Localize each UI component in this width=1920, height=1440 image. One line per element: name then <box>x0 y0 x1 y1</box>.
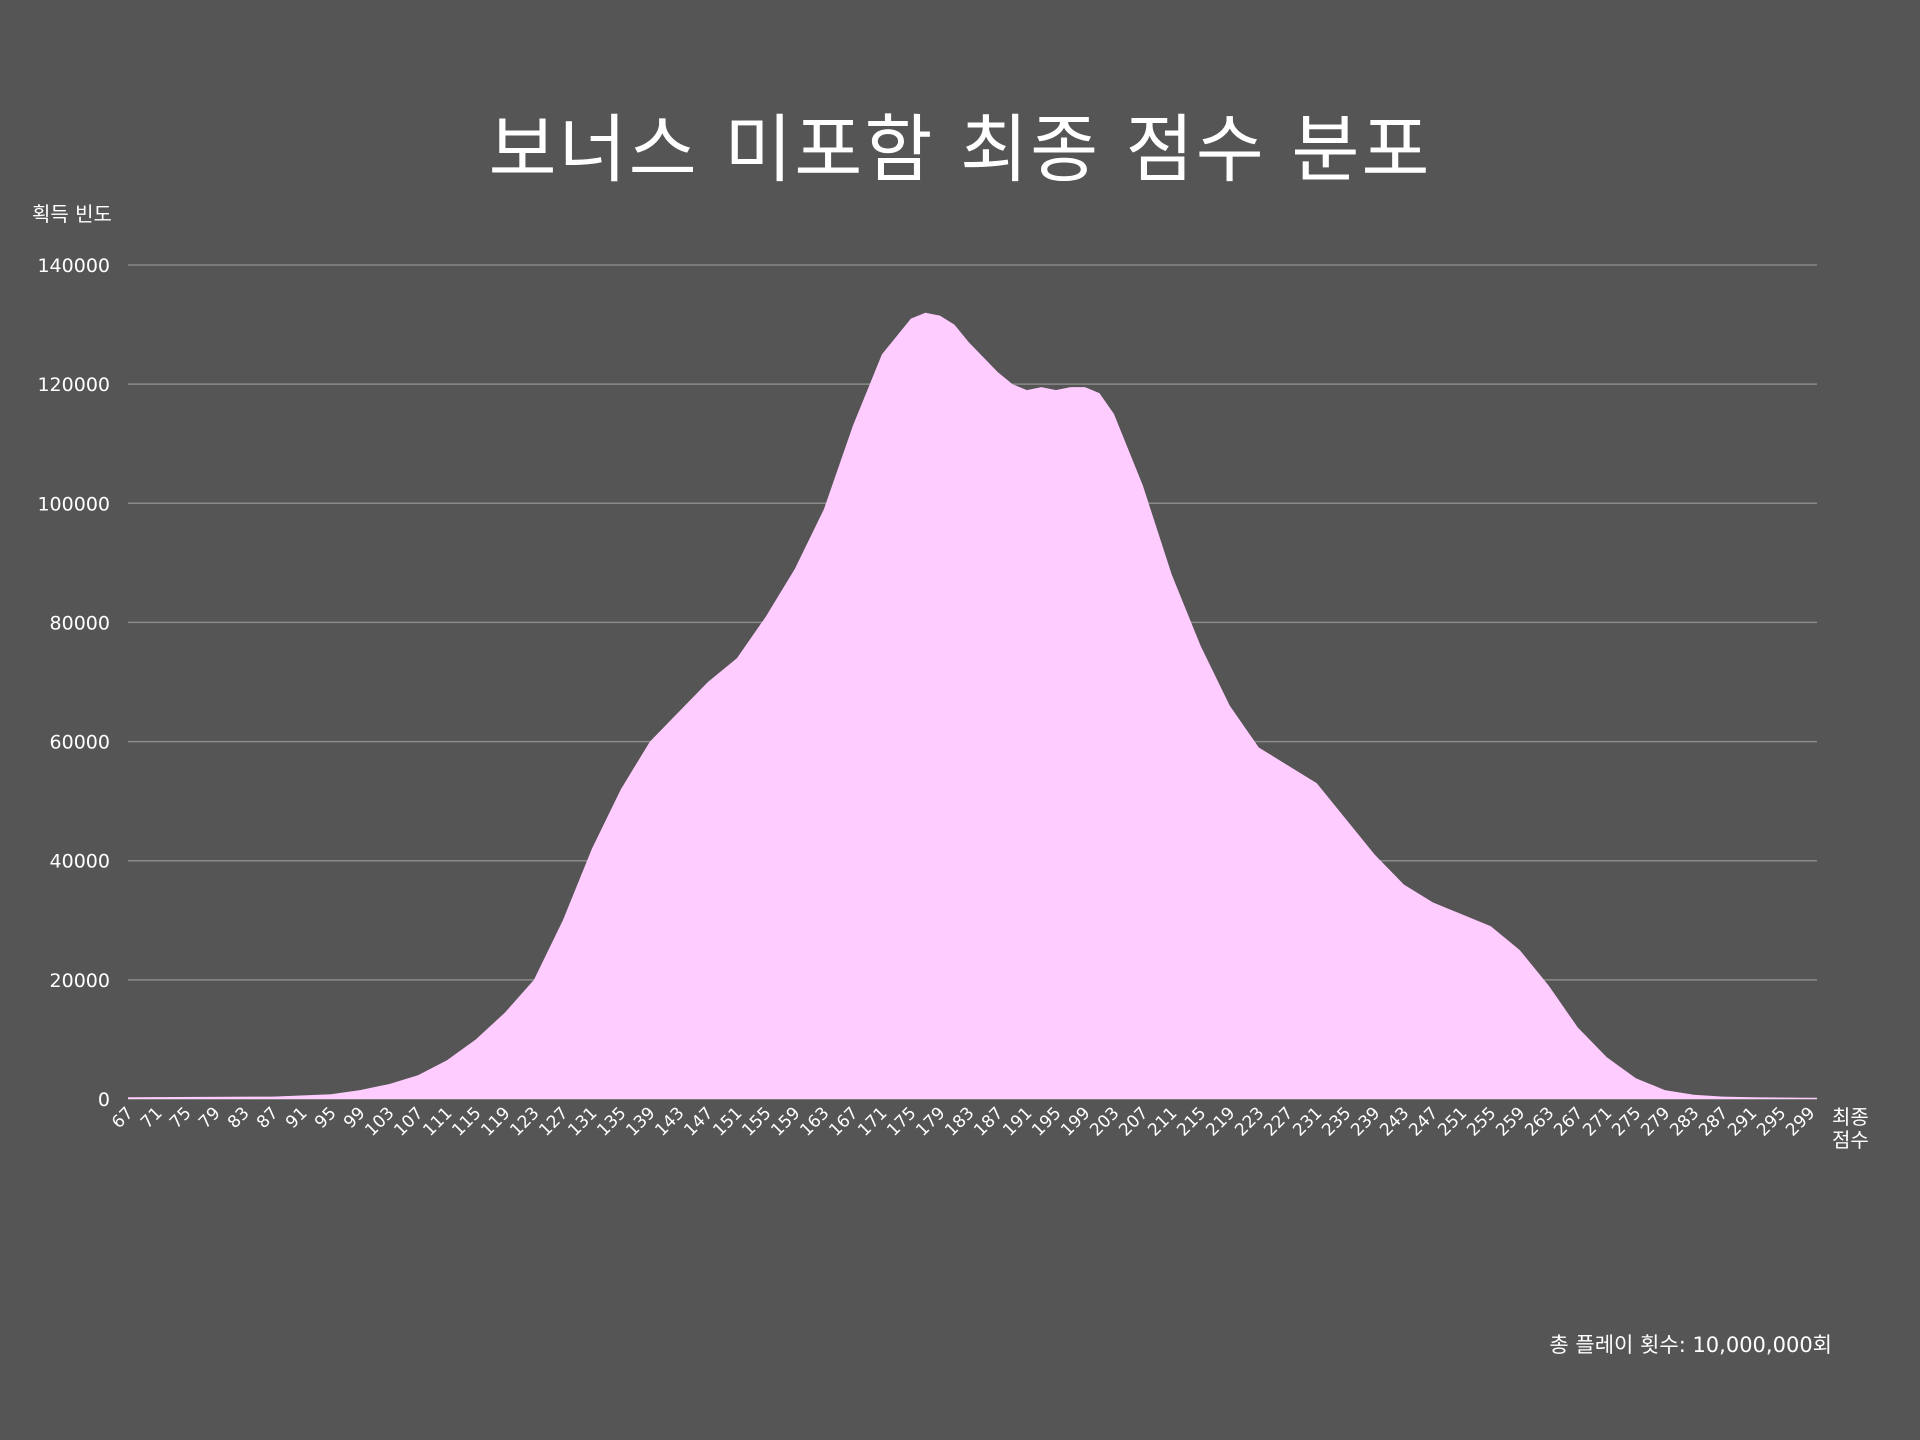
x-tick-label: 255 <box>1463 1103 1500 1140</box>
x-tick-label: 267 <box>1550 1103 1587 1140</box>
x-tick-label: 295 <box>1753 1103 1790 1140</box>
x-tick-label: 231 <box>1289 1103 1326 1140</box>
x-tick-labels: 67 71 75 79 83 87 91 95 991031071111151191231271… <box>108 1103 1819 1140</box>
x-tick-label: 123 <box>506 1103 543 1140</box>
x-tick-label: 187 <box>970 1103 1007 1140</box>
x-tick-label: 143 <box>651 1103 688 1140</box>
x-tick-label: 83 <box>224 1103 253 1132</box>
x-tick-label: 271 <box>1579 1103 1616 1140</box>
x-tick-label: 179 <box>912 1103 949 1140</box>
x-tick-label: 243 <box>1376 1103 1413 1140</box>
x-tick-label: 107 <box>390 1103 427 1140</box>
x-tick-label: 215 <box>1173 1103 1210 1140</box>
x-tick-label: 199 <box>1057 1103 1094 1140</box>
x-tick-label: 219 <box>1202 1103 1239 1140</box>
x-tick-label: 119 <box>477 1103 514 1140</box>
total-plays-note: 총 플레이 횟수: 10,000,000회 <box>1549 1333 1832 1357</box>
y-tick-label: 140000 <box>37 255 110 277</box>
x-tick-label: 163 <box>796 1103 833 1140</box>
chart-title: 보너스 미포함 최종 점수 분포 <box>488 107 1432 193</box>
y-tick-label: 80000 <box>50 612 110 634</box>
y-tick-label: 120000 <box>37 374 110 396</box>
x-tick-label: 299 <box>1782 1103 1819 1140</box>
y-axis-label: 획득 빈도 <box>32 202 112 226</box>
x-tick-label: 79 <box>195 1103 224 1132</box>
x-tick-label: 251 <box>1434 1103 1471 1140</box>
x-tick-label: 291 <box>1724 1103 1761 1140</box>
x-tick-label: 235 <box>1318 1103 1355 1140</box>
x-tick-label: 155 <box>738 1103 775 1140</box>
x-tick-label: 183 <box>941 1103 978 1140</box>
x-tick-label: 263 <box>1521 1103 1558 1140</box>
x-tick-label: 227 <box>1260 1103 1297 1140</box>
x-tick-label: 171 <box>854 1103 891 1140</box>
x-tick-label: 135 <box>593 1103 630 1140</box>
x-tick-label: 275 <box>1608 1103 1645 1140</box>
x-tick-label: 127 <box>535 1103 572 1140</box>
score-distribution-area <box>128 312 1817 1099</box>
y-tick-label: 0 <box>98 1089 110 1111</box>
x-tick-label: 115 <box>448 1103 485 1140</box>
x-tick-label: 91 <box>282 1103 311 1132</box>
y-tick-label: 100000 <box>37 493 110 515</box>
x-tick-label: 283 <box>1666 1103 1703 1140</box>
x-tick-label: 151 <box>709 1103 746 1140</box>
x-tick-label: 111 <box>419 1103 456 1140</box>
x-axis-label: 최종 점수 <box>1832 1105 1869 1152</box>
y-tick-labels: 0 20000 40000 60000 80000 100000 120000 140000 <box>37 255 110 1111</box>
y-tick-label: 20000 <box>50 970 110 992</box>
x-tick-label: 103 <box>361 1103 398 1140</box>
x-tick-label: 147 <box>680 1103 717 1140</box>
x-tick-label: 207 <box>1115 1103 1152 1140</box>
x-tick-label: 191 <box>999 1103 1036 1140</box>
x-tick-label: 203 <box>1086 1103 1123 1140</box>
x-tick-label: 211 <box>1144 1103 1181 1140</box>
area-series <box>128 312 1817 1099</box>
x-tick-label: 175 <box>883 1103 920 1140</box>
x-tick-label: 131 <box>564 1103 601 1140</box>
x-tick-label: 75 <box>166 1103 195 1132</box>
x-tick-label: 259 <box>1492 1103 1529 1140</box>
x-tick-label: 223 <box>1231 1103 1268 1140</box>
y-tick-label: 40000 <box>50 851 110 873</box>
x-tick-label: 67 <box>108 1103 137 1132</box>
x-tick-label: 239 <box>1347 1103 1384 1140</box>
x-tick-label: 195 <box>1028 1103 1065 1140</box>
y-tick-label: 60000 <box>50 732 110 754</box>
x-tick-label: 87 <box>253 1103 282 1132</box>
x-tick-label: 95 <box>311 1103 340 1132</box>
x-tick-label: 159 <box>767 1103 804 1140</box>
x-tick-label: 139 <box>622 1103 659 1140</box>
x-tick-label: 279 <box>1637 1103 1674 1140</box>
x-tick-label: 247 <box>1405 1103 1442 1140</box>
x-tick-label: 287 <box>1695 1103 1732 1140</box>
x-tick-label: 167 <box>825 1103 862 1140</box>
x-tick-label: 71 <box>137 1103 166 1132</box>
